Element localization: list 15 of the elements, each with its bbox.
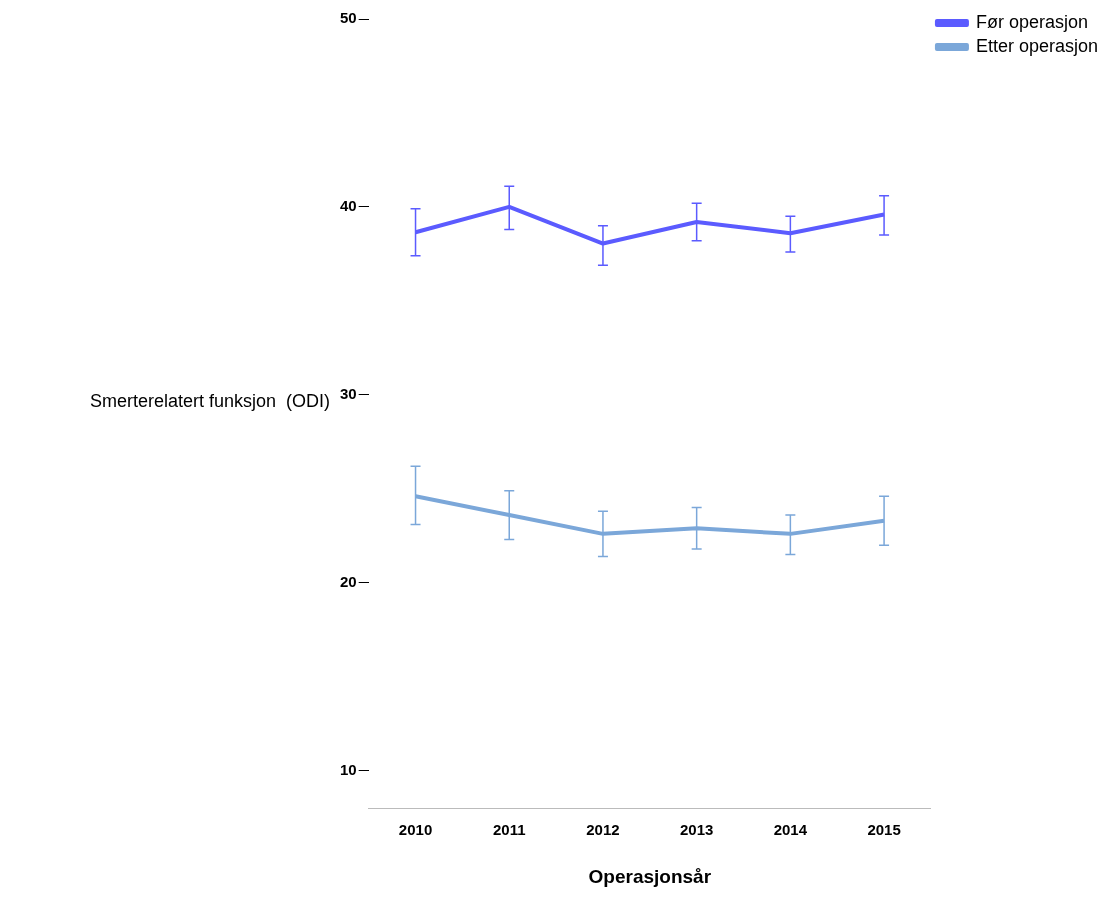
y-tick-label: 30 xyxy=(340,384,357,402)
x-axis-title: Operasjonsår xyxy=(588,865,712,887)
legend-label: Etter operasjon xyxy=(975,35,1099,56)
x-tick-label: 2013 xyxy=(679,821,714,839)
x-tick-label: 2015 xyxy=(867,821,901,839)
x-tick-label: 2012 xyxy=(586,821,620,839)
x-tick-label: 2014 xyxy=(773,821,808,839)
y-axis-title: Smerterelatert funksjon (ODI) xyxy=(89,390,330,411)
y-tick-label: 20 xyxy=(340,572,357,590)
y-tick-label: 10 xyxy=(340,760,357,778)
x-tick-label: 2010 xyxy=(398,821,433,839)
y-tick-label: 50 xyxy=(340,9,357,27)
y-tick-label: 40 xyxy=(340,197,357,215)
x-tick-label: 2011 xyxy=(492,821,526,839)
legend-label: Før operasjon xyxy=(975,11,1088,32)
